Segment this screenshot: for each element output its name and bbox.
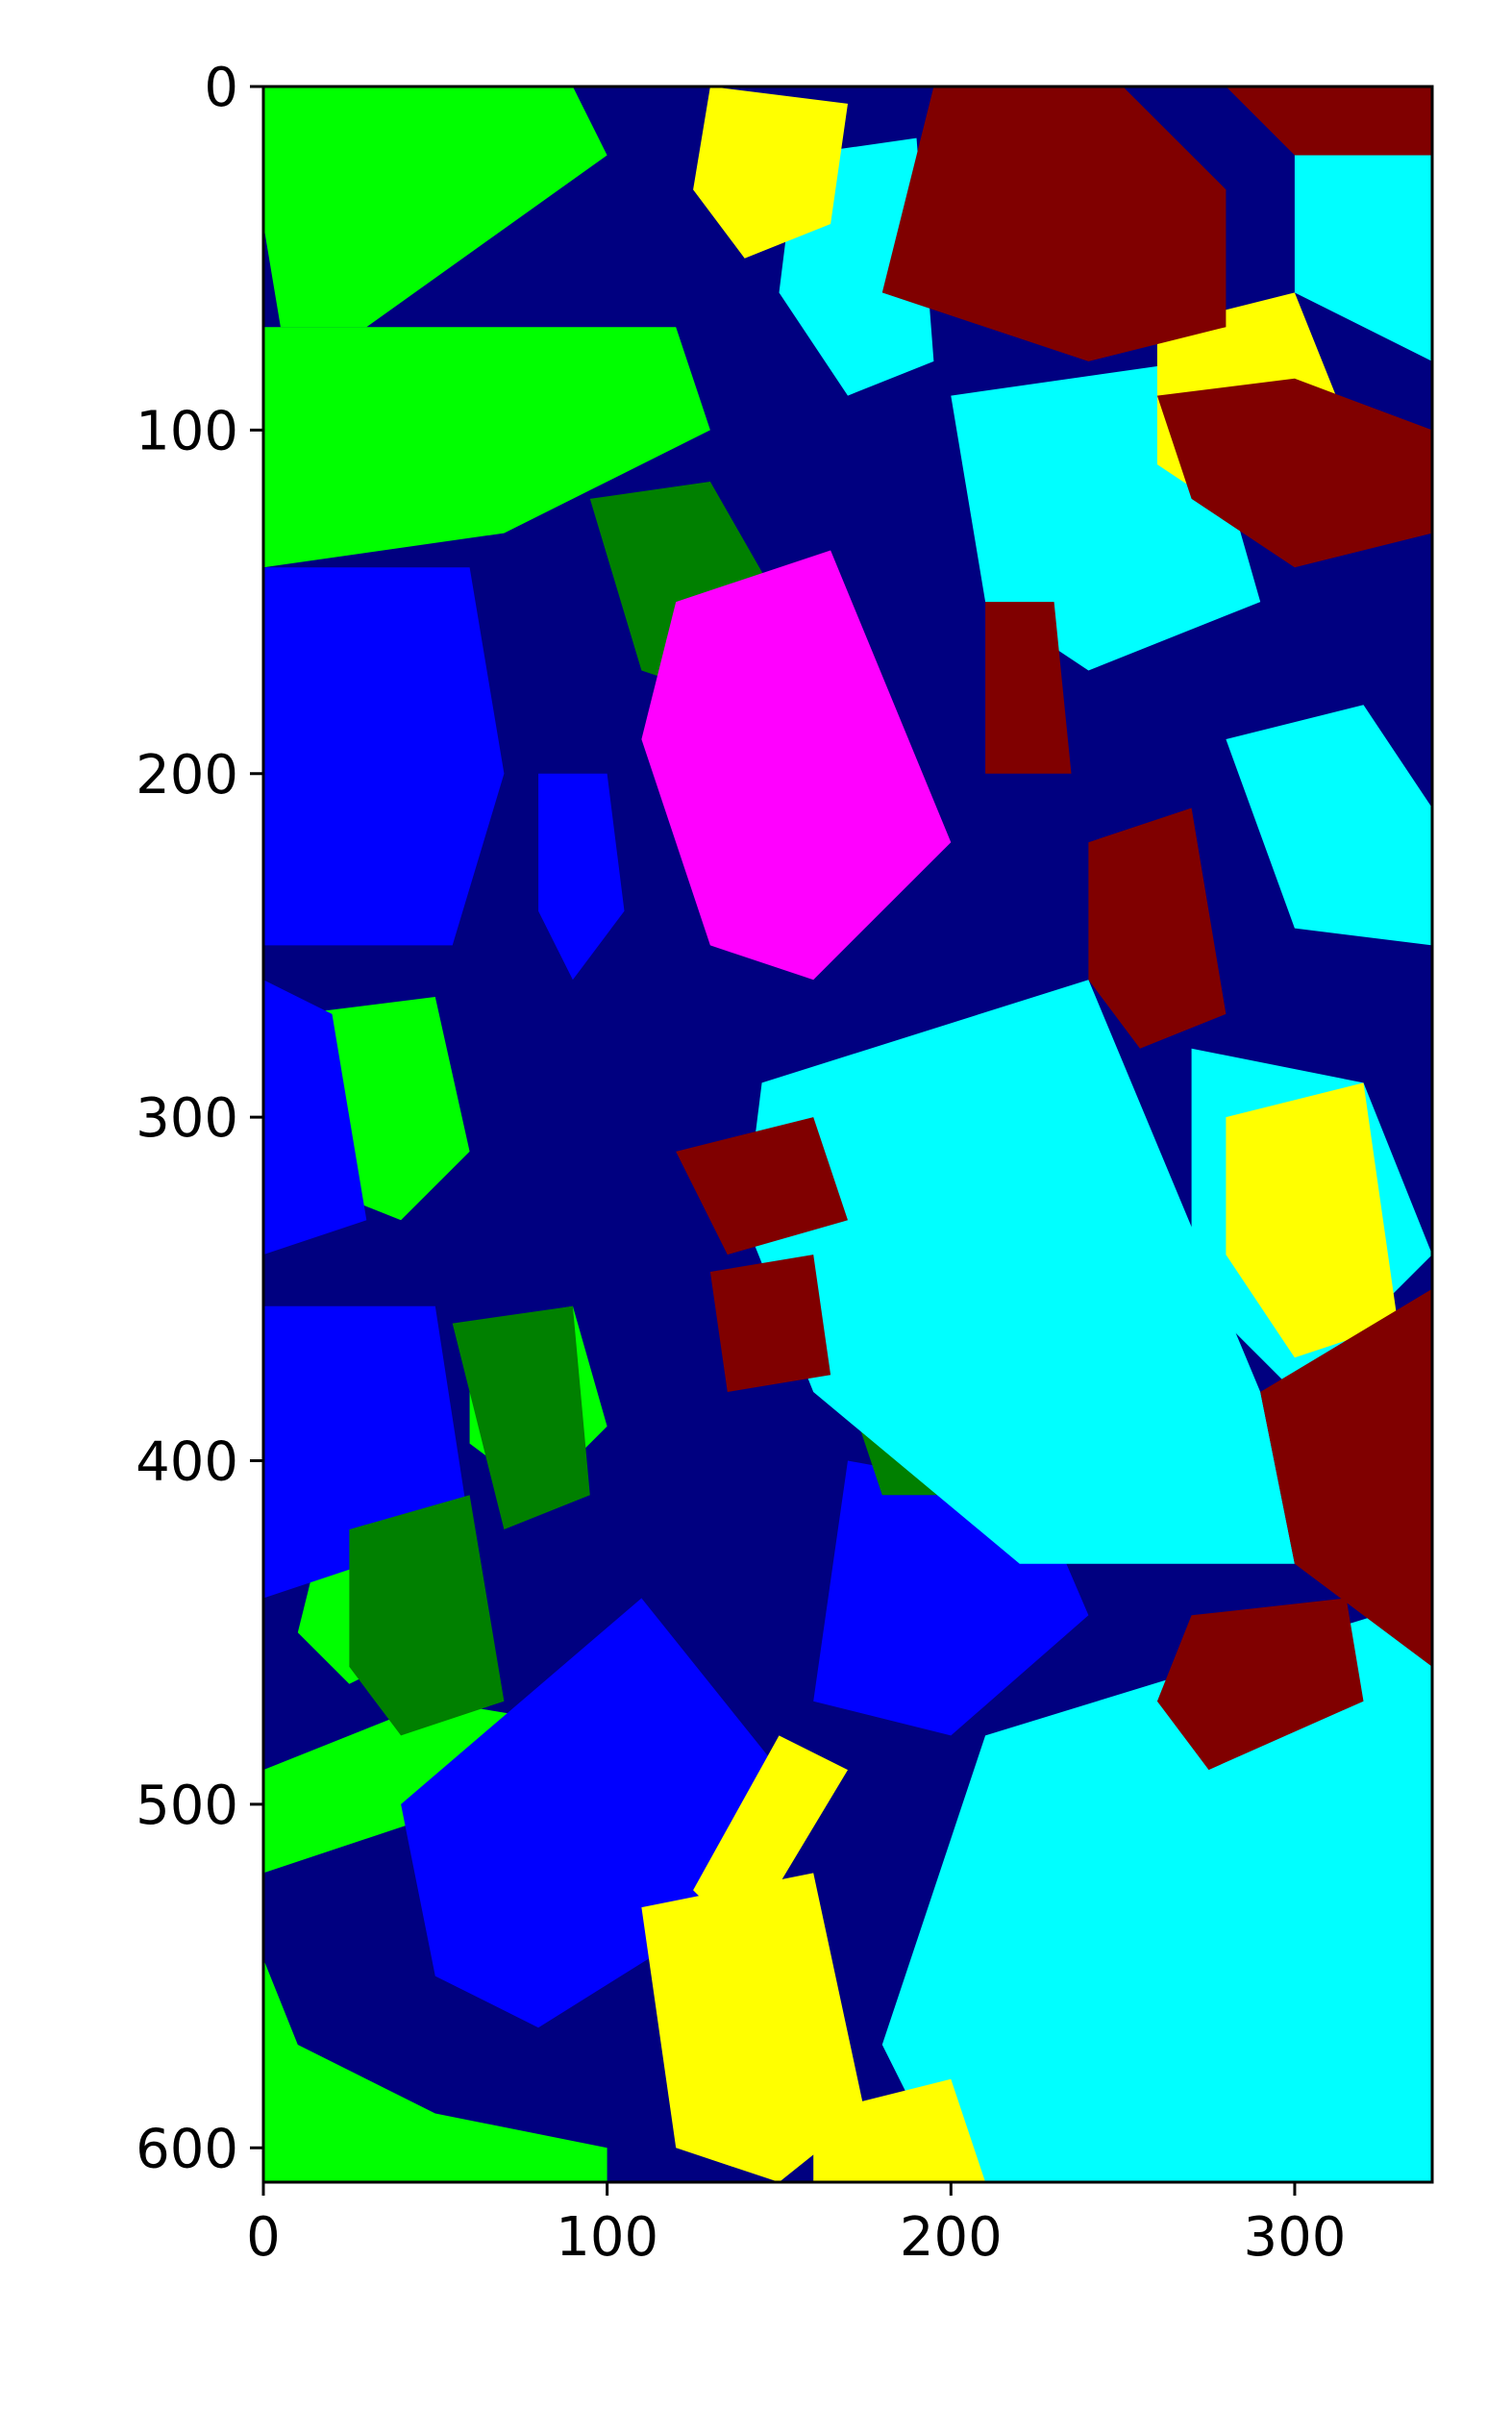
class-region-lime-0 (263, 87, 607, 328)
class-region-yellow-29 (693, 1735, 848, 1942)
x-tick-label-1: 100 (556, 2206, 658, 2269)
x-tick-label-3: 300 (1243, 2206, 1346, 2269)
class-region-blue-7 (263, 567, 505, 946)
class-region-maroon-36 (1260, 1288, 1432, 1667)
class-region-yellow-28 (641, 1873, 865, 2182)
class-region-yellow-25 (693, 87, 848, 259)
y-tick-label-0: 0 (204, 57, 238, 119)
y-axis: 0 100 200 300 400 500 600 (136, 57, 263, 2180)
class-region-yellow-27 (1226, 1082, 1399, 1358)
class-region-maroon-32 (1226, 87, 1432, 156)
plot-frame (261, 85, 1434, 2184)
class-region-maroon-38 (985, 602, 1072, 774)
class-region-yellow-30 (813, 2078, 986, 2182)
class-region-blue-12 (538, 773, 625, 981)
y-tick-label-6: 600 (136, 2118, 238, 2180)
class-region-cyan-20 (881, 1598, 1432, 2182)
x-tick-label-2: 200 (900, 2206, 1003, 2269)
class-region-maroon-31 (881, 87, 1227, 361)
class-region-lime-2 (263, 1958, 607, 2182)
class-region-blue-8 (263, 980, 367, 1255)
class-region-maroon-39 (1156, 378, 1432, 568)
class-region-cyan-23 (1226, 705, 1432, 946)
class-region-maroon-37 (1088, 807, 1227, 1049)
class-region-maroon-33 (676, 1117, 848, 1255)
class-region-green-14 (349, 1495, 505, 1736)
y-tick-label-4: 400 (136, 1431, 238, 1494)
class-map (263, 87, 1432, 2182)
y-tick-label-2: 200 (136, 744, 238, 807)
class-region-lime-3 (263, 1701, 539, 1874)
class-region-lime-1 (263, 327, 710, 568)
y-tick-label-5: 500 (136, 1775, 238, 1837)
y-tick-label-1: 100 (136, 400, 238, 462)
x-tick-label-0: 0 (246, 2206, 281, 2269)
x-axis: 0 100 200 300 (246, 2182, 1346, 2269)
y-tick-label-3: 300 (136, 1087, 238, 1150)
class-region-maroon-34 (709, 1255, 831, 1392)
class-region-cyan-19 (744, 980, 1295, 1564)
class-region-magenta-17 (641, 550, 952, 981)
class-region-green-15 (452, 1305, 590, 1529)
class-region-maroon-35 (1156, 1598, 1364, 1771)
